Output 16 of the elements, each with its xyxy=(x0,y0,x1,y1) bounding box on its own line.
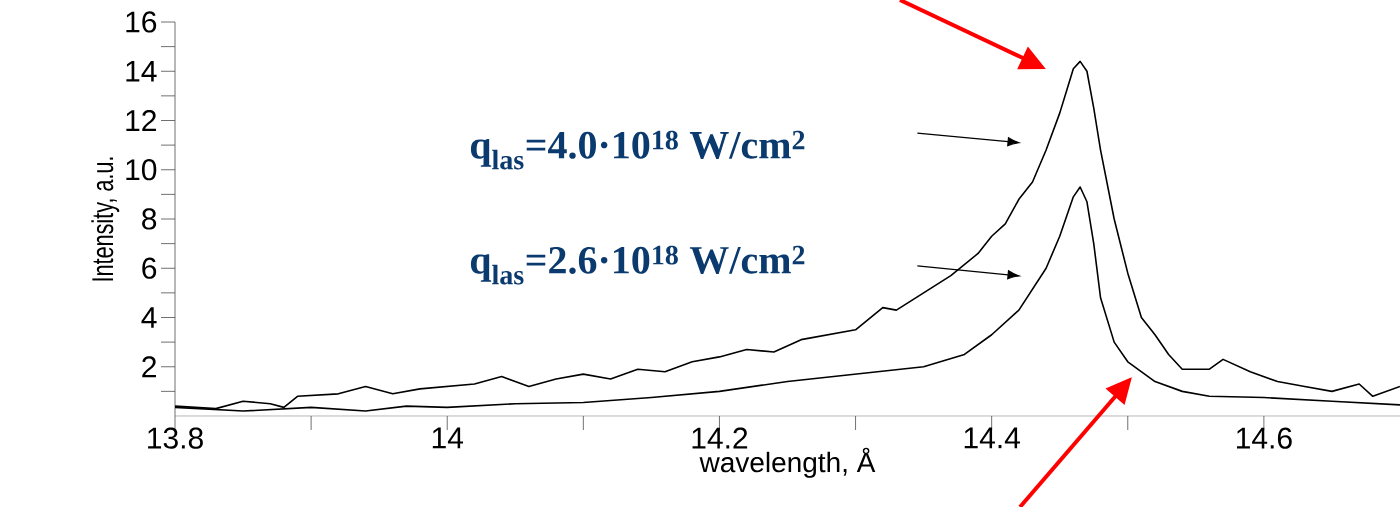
y-tick-label: 10 xyxy=(126,159,157,181)
y-axis-title: Intensity, a.u. xyxy=(91,157,120,281)
x-tick-label: 13.8 xyxy=(148,427,203,449)
y-tick-label: 12 xyxy=(126,110,156,131)
y-tick-label: 4 xyxy=(141,307,157,328)
y-tick-label: 2 xyxy=(142,356,156,378)
annotation: q$_{las}$=4.0·10$^{18}$ W/cm$^{2}$ xyxy=(470,130,805,170)
x-tick-label: 14.6 xyxy=(1236,427,1292,449)
y-tick-label: 6 xyxy=(142,257,157,279)
x-tick-label: 14.2 xyxy=(692,427,748,449)
x-tick-label: 14.4 xyxy=(964,427,1020,449)
y-tick-label: 14 xyxy=(126,60,157,82)
y-tick-label: 16 xyxy=(126,11,157,33)
y-tick-label: 8 xyxy=(142,208,157,230)
annotation: q$_{las}$=2.6·10$^{18}$ W/cm$^{2}$ xyxy=(470,245,805,285)
x-tick-label: 14 xyxy=(432,427,464,449)
